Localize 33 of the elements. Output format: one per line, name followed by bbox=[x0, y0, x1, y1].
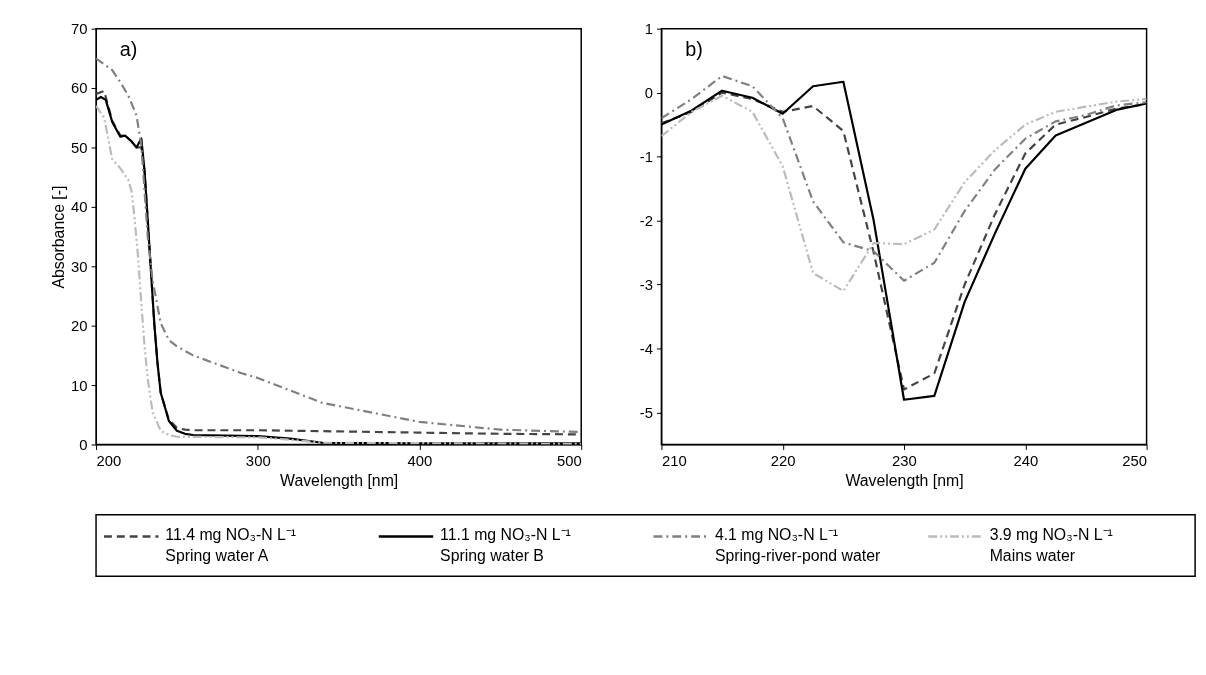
x-tick-label: 500 bbox=[556, 452, 582, 469]
legend-label: 4.1 mg NO₃-N L⁻¹ Spring-river-pond water bbox=[714, 525, 881, 565]
legend-label: 11.1 mg NO₃-N L⁻¹ Spring water B bbox=[440, 525, 571, 565]
y-tick-label: -5 bbox=[639, 404, 653, 421]
x-tick-label: 400 bbox=[407, 452, 433, 469]
y-tick-label: 40 bbox=[71, 199, 88, 216]
x-tick-label: 300 bbox=[245, 452, 271, 469]
y-tick-label: 1 bbox=[644, 21, 653, 38]
x-tick-label: 220 bbox=[770, 452, 796, 469]
y-axis-title: Absorbance [-] bbox=[50, 185, 68, 289]
y-tick-label: 50 bbox=[71, 139, 88, 156]
y-tick-label: 0 bbox=[79, 436, 88, 453]
annotation: a) bbox=[119, 38, 138, 61]
x-axis-title: Wavelength [nm] bbox=[280, 471, 399, 489]
x-tick-label: 250 bbox=[1122, 452, 1148, 469]
x-tick-label: 230 bbox=[892, 452, 917, 469]
x-tick-label: 210 bbox=[661, 452, 687, 469]
legend-label: 11.4 mg NO₃-N L⁻¹ Spring water A bbox=[165, 525, 297, 565]
x-tick-label: 240 bbox=[1013, 452, 1039, 469]
annotation: b) bbox=[685, 38, 703, 61]
x-axis-title: Wavelength [nm] bbox=[845, 471, 964, 489]
y-tick-label: 20 bbox=[71, 318, 88, 335]
y-tick-label: 60 bbox=[71, 80, 88, 97]
y-tick-label: 70 bbox=[71, 21, 88, 38]
y-tick-label: -2 bbox=[639, 213, 653, 230]
legend-label: 3.9 mg NO₃-N L⁻¹ Mains water bbox=[989, 525, 1113, 565]
y-tick-label: 10 bbox=[71, 377, 88, 394]
x-tick-label: 200 bbox=[96, 452, 122, 469]
y-tick-label: -3 bbox=[639, 277, 653, 293]
y-tick-label: 30 bbox=[71, 258, 88, 275]
y-tick-label: -4 bbox=[639, 340, 653, 357]
y-tick-label: 0 bbox=[644, 85, 653, 102]
y-tick-label: -1 bbox=[639, 149, 653, 166]
